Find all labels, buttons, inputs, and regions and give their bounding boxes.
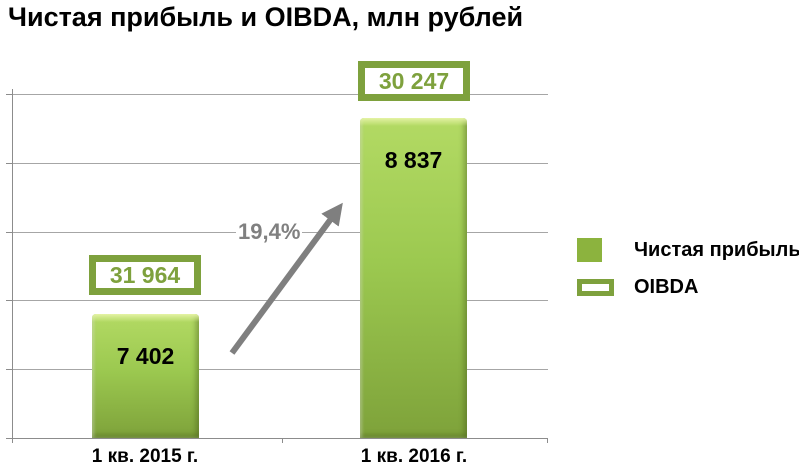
legend: Чистая прибыль OIBDA: [577, 236, 799, 310]
legend-label-oibda: OIBDA: [634, 275, 699, 298]
oibda-callout-2016: 30 247: [358, 61, 470, 101]
chart-title: Чистая прибыль и OIBDA, млн рублей: [8, 2, 524, 32]
x-axis-label-2016: 1 кв. 2016 г.: [360, 446, 468, 467]
net-profit-swatch-icon: [577, 238, 602, 262]
x-axis-tick: [547, 438, 548, 443]
legend-item-net-profit: Чистая прибыль: [577, 236, 799, 264]
gridline: [6, 300, 548, 302]
gridline: [6, 369, 548, 371]
oibda-callout-2015: 31 964: [89, 255, 201, 295]
bar-net-profit-2016: 8 837: [360, 118, 467, 438]
bar-value-label-2016: 8 837: [384, 147, 443, 173]
y-axis-line: [12, 89, 13, 442]
x-axis-label-2015: 1 кв. 2015 г.: [91, 446, 199, 467]
plot-area: 7 402 8 837: [6, 89, 548, 443]
oibda-swatch-icon: [577, 278, 614, 296]
x-axis-line: [6, 438, 548, 439]
x-axis-tick: [282, 438, 283, 443]
legend-swatch-cell: [577, 278, 614, 296]
legend-swatch-cell: [577, 238, 614, 262]
gridline: [6, 162, 548, 164]
gridline: [6, 94, 548, 95]
legend-label-net-profit: Чистая прибыль: [634, 238, 799, 261]
bar-net-profit-2015: 7 402: [92, 314, 199, 438]
legend-item-oibda: OIBDA: [577, 273, 799, 301]
x-axis-tick: [12, 438, 13, 443]
growth-percent-label: 19,4%: [236, 219, 303, 245]
bar-value-label-2015: 7 402: [116, 343, 175, 369]
